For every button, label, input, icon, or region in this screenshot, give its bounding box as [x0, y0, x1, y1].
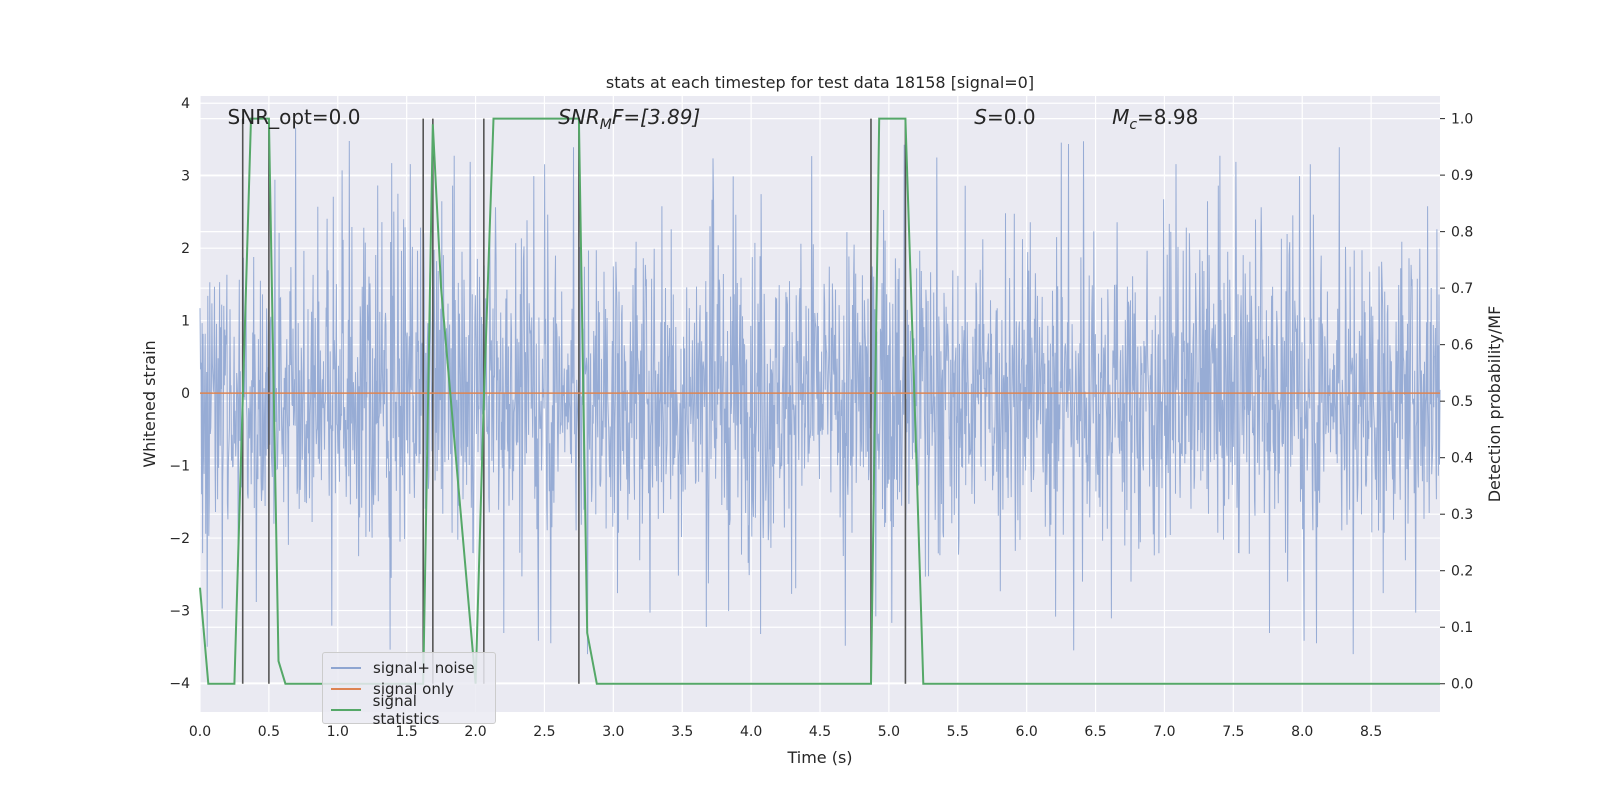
y2-tick-label: 0.5 [1451, 394, 1473, 410]
x-tick-label: 4.0 [740, 724, 762, 740]
noise-line [199, 127, 1441, 655]
y-tick-label: 1 [181, 314, 190, 330]
x-tick-label: 3.5 [671, 724, 693, 740]
legend-item-noise: signal+ noise [331, 657, 487, 678]
y-tick-labels: 4 3 2 1 0 −1 −2 −3 −4 [169, 96, 190, 692]
y-tick-label: 3 [181, 169, 190, 185]
x-tick-label: 2.5 [533, 724, 555, 740]
x-tick-label: 8.0 [1291, 724, 1313, 740]
legend-swatch-signal [331, 687, 361, 690]
signal-statistics-line [199, 117, 1440, 685]
x-tick-label: 7.0 [1153, 724, 1175, 740]
y2-tick-label: 1.0 [1451, 112, 1473, 128]
legend-swatch-stats [331, 708, 361, 711]
y2-tick-label: 0.7 [1451, 281, 1473, 297]
x-tick-label: 6.0 [1016, 724, 1038, 740]
x-tick-label: 5.0 [878, 724, 900, 740]
y2-tick-label: 0.6 [1451, 338, 1473, 354]
x-tick-label: 2.0 [464, 724, 486, 740]
y2-tick-label: 0.0 [1451, 677, 1473, 693]
annotation-snr_mf: SNRMF=[3.89] [558, 105, 700, 133]
y-tick-label: 0 [181, 386, 190, 402]
legend-label-signal: signal only [373, 679, 454, 698]
y-axis-label: Whitened strain [140, 340, 159, 467]
legend-swatch-noise [331, 666, 361, 669]
x-tick-label: 1.5 [396, 724, 418, 740]
x-tick-label: 4.5 [809, 724, 831, 740]
y-tick-label: −2 [169, 531, 190, 547]
y-tick-label: −4 [169, 676, 190, 692]
y2-tick-labels: 1.0 0.9 0.8 0.7 0.6 0.5 0.4 0.3 0.2 0.1 0.0 [1440, 112, 1473, 693]
annotations: SNR_opt=0.0 SNRMF=[3.89] S=0.0 Mc=8.98 [228, 105, 1199, 133]
y2-tick-label: 0.8 [1451, 225, 1473, 241]
annotation-mc: Mc=8.98 [1112, 105, 1198, 133]
y2-tick-label: 0.3 [1451, 507, 1473, 523]
y2-axis-label: Detection probability/MF [1485, 306, 1504, 503]
signal-statistics-series [199, 117, 1440, 685]
x-tick-label: 7.5 [1222, 724, 1244, 740]
legend-label-stats: signal statistics [372, 691, 440, 728]
annotation-s: S=0.0 [974, 105, 1035, 129]
y-tick-label: −3 [169, 604, 190, 620]
x-tick-label: 3.0 [602, 724, 624, 740]
x-tick-label: 0.0 [189, 724, 211, 740]
x-tick-labels: 0.0 0.5 1.0 1.5 2.0 2.5 3.0 3.5 4.0 4.5 5.0 5.5 6.0 6… [189, 724, 1382, 740]
y-tick-label: 2 [181, 241, 190, 257]
x-tick-label: 1.0 [327, 724, 349, 740]
legend-item-signal: signal only [331, 678, 487, 699]
y2-tick-label: 0.9 [1451, 168, 1473, 184]
y2-tick-label: 0.1 [1451, 620, 1473, 636]
chart-title: stats at each timestep for test data 181… [606, 73, 1034, 92]
legend-label-noise: signal+ noise [373, 658, 475, 677]
annotation-snr_opt: SNR_opt=0.0 [228, 105, 361, 129]
x-tick-label: 0.5 [258, 724, 280, 740]
legend: signal+ noise signal only signal statist… [322, 652, 496, 728]
y-tick-label: 4 [181, 96, 190, 112]
y-tick-label: −1 [169, 459, 190, 475]
x-tick-label: 8.5 [1360, 724, 1382, 740]
y2-tick-label: 0.4 [1451, 451, 1473, 467]
legend-item-stats: signal statistics [331, 692, 487, 728]
x-tick-label: 6.5 [1084, 724, 1106, 740]
y2-tick-label: 0.2 [1451, 564, 1473, 580]
x-axis-label: Time (s) [786, 748, 852, 767]
x-tick-label: 5.5 [947, 724, 969, 740]
noise-series [199, 127, 1441, 655]
